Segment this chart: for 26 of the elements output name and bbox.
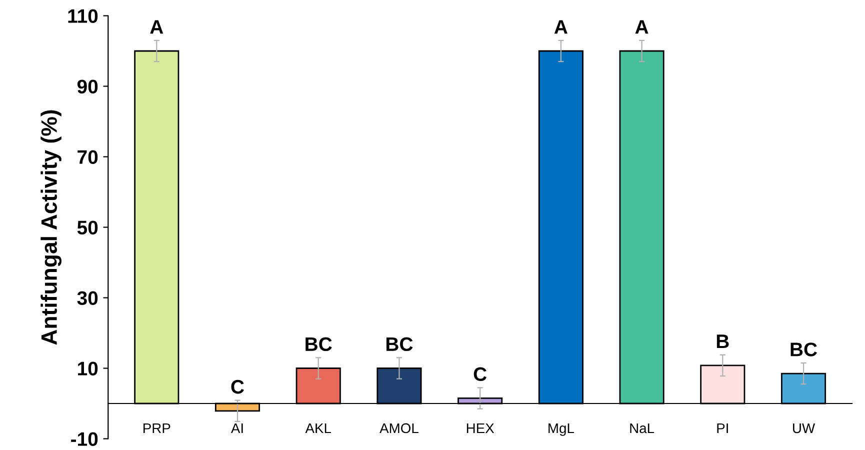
annotation: C [231, 380, 244, 394]
annotation: C [474, 367, 487, 382]
annotation: B [716, 334, 729, 348]
y-axis-title: Antifungal Activity (%) [40, 110, 62, 345]
x-tick-label: HEX [466, 423, 494, 434]
annotation: BC [386, 337, 413, 352]
annotation: A [554, 20, 568, 34]
x-tick-label: PI [717, 423, 728, 434]
annotation: A [150, 20, 164, 34]
y-tick-label: 90 [77, 80, 98, 94]
y-tick-label: 70 [78, 150, 98, 164]
x-tick-label: AMOL [380, 423, 418, 434]
x-tick-label: AKL [305, 423, 332, 434]
annotation: BC [790, 342, 818, 356]
y-tick-label: 10 [78, 362, 98, 376]
x-tick-label: MgL [548, 423, 574, 436]
y-tick-label: -10 [71, 432, 98, 446]
x-tick-label: AI [230, 423, 243, 434]
x-tick-label: NaL [630, 423, 654, 434]
y-tick-label: 30 [77, 291, 98, 306]
annotation: A [635, 20, 648, 34]
x-tick-label: UW [793, 423, 816, 434]
x-tick-label: PRP [144, 423, 170, 434]
y-tick-label: 110 [68, 9, 98, 23]
y-tick-label: 50 [77, 220, 98, 234]
annotation: BC [306, 337, 332, 352]
